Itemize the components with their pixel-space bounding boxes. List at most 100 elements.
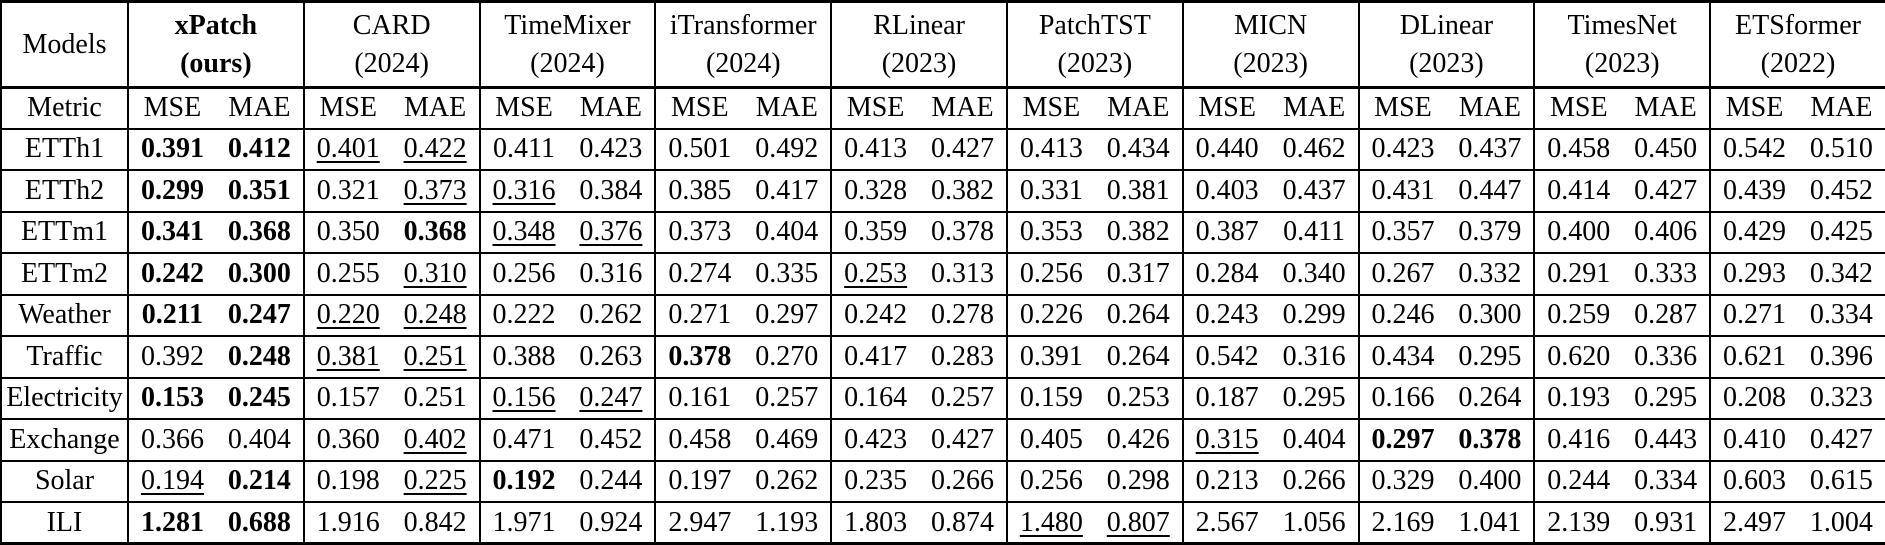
mae-column-header: MAE bbox=[215, 87, 304, 130]
dataset-label: Traffic bbox=[1, 336, 128, 379]
model-header-xpatch: xPatch (ours) bbox=[127, 1, 304, 89]
mse-column-header: MSE bbox=[1709, 87, 1798, 130]
mse-value-cell: 0.410 bbox=[1709, 419, 1798, 462]
model-name: TimeMixer bbox=[504, 9, 631, 41]
table-row-traffic: Traffic 0.392 0.248 0.381 0.251 0.388 0.263 0.3… bbox=[1, 336, 1885, 379]
mae-value-cell: 0.244 bbox=[567, 460, 656, 503]
mse-value-cell: 0.243 bbox=[1181, 294, 1271, 337]
mse-value-cell: 0.253 bbox=[830, 253, 920, 296]
mse-value-cell: 0.242 bbox=[830, 294, 920, 337]
mae-value-cell: 0.404 bbox=[215, 419, 304, 462]
mse-value-cell: 0.256 bbox=[1005, 253, 1095, 296]
mae-value-cell: 0.492 bbox=[743, 128, 832, 171]
mse-value-cell: 0.315 bbox=[1181, 419, 1271, 462]
mse-value-cell: 0.157 bbox=[302, 377, 392, 420]
mse-value-cell: 0.187 bbox=[1181, 377, 1271, 420]
mae-value-cell: 0.426 bbox=[1094, 419, 1183, 462]
mae-value-cell: 0.450 bbox=[1622, 128, 1711, 171]
mae-value-cell: 0.368 bbox=[215, 211, 304, 254]
model-year: (ours) bbox=[180, 47, 252, 79]
mae-value-cell: 0.842 bbox=[391, 502, 480, 545]
mae-value-cell: 0.384 bbox=[567, 170, 656, 213]
model-header-itransformer: iTransformer (2024) bbox=[654, 1, 832, 89]
table-row-etth1: ETTh1 0.391 0.412 0.401 0.422 0.411 0.423 0.501… bbox=[1, 128, 1885, 171]
mse-value-cell: 0.414 bbox=[1533, 170, 1623, 213]
mse-value-cell: 0.161 bbox=[654, 377, 744, 420]
mse-value-cell: 0.256 bbox=[1005, 460, 1095, 503]
mse-value-cell: 0.621 bbox=[1709, 336, 1798, 379]
dataset-label: ILI bbox=[1, 502, 128, 545]
mse-value-cell: 0.391 bbox=[1005, 336, 1095, 379]
mse-value-cell: 0.423 bbox=[1357, 128, 1447, 171]
mae-value-cell: 0.376 bbox=[567, 211, 656, 254]
mse-value-cell: 0.620 bbox=[1533, 336, 1623, 379]
mse-value-cell: 0.213 bbox=[1181, 460, 1271, 503]
mse-value-cell: 0.316 bbox=[478, 170, 568, 213]
mae-value-cell: 0.396 bbox=[1797, 336, 1885, 379]
mae-value-cell: 0.251 bbox=[391, 377, 480, 420]
mse-value-cell: 0.413 bbox=[1005, 128, 1095, 171]
mae-value-cell: 0.334 bbox=[1622, 460, 1711, 503]
mae-value-cell: 0.300 bbox=[215, 253, 304, 296]
table-row-electricity: Electricity 0.153 0.245 0.157 0.251 0.156 0.24… bbox=[1, 377, 1885, 420]
mse-value-cell: 0.357 bbox=[1357, 211, 1447, 254]
mae-value-cell: 0.931 bbox=[1622, 502, 1711, 545]
mse-value-cell: 0.226 bbox=[1005, 294, 1095, 337]
mae-value-cell: 0.452 bbox=[567, 419, 656, 462]
mae-value-cell: 0.297 bbox=[743, 294, 832, 337]
mse-value-cell: 0.439 bbox=[1709, 170, 1798, 213]
models-corner-label: Models bbox=[1, 1, 128, 89]
mae-value-cell: 0.340 bbox=[1270, 253, 1359, 296]
mae-value-cell: 0.447 bbox=[1446, 170, 1535, 213]
mse-column-header: MSE bbox=[302, 87, 392, 130]
mse-value-cell: 0.259 bbox=[1533, 294, 1623, 337]
mse-value-cell: 0.193 bbox=[1533, 377, 1623, 420]
mae-value-cell: 0.295 bbox=[1270, 377, 1359, 420]
mae-value-cell: 0.351 bbox=[215, 170, 304, 213]
mae-value-cell: 0.924 bbox=[567, 502, 656, 545]
mae-value-cell: 0.333 bbox=[1622, 253, 1711, 296]
mae-value-cell: 0.412 bbox=[215, 128, 304, 171]
mae-value-cell: 0.310 bbox=[391, 253, 480, 296]
mae-value-cell: 0.427 bbox=[919, 419, 1007, 462]
model-name: xPatch bbox=[174, 9, 258, 41]
mae-value-cell: 0.462 bbox=[1270, 128, 1359, 171]
mae-value-cell: 0.247 bbox=[567, 377, 656, 420]
mse-value-cell: 0.222 bbox=[478, 294, 568, 337]
mae-value-cell: 0.257 bbox=[919, 377, 1007, 420]
mae-value-cell: 0.323 bbox=[1797, 377, 1885, 420]
mae-value-cell: 0.257 bbox=[743, 377, 832, 420]
mae-value-cell: 0.452 bbox=[1797, 170, 1885, 213]
mse-column-header: MSE bbox=[654, 87, 744, 130]
mae-value-cell: 0.443 bbox=[1622, 419, 1711, 462]
mse-value-cell: 0.197 bbox=[654, 460, 744, 503]
mse-value-cell: 0.242 bbox=[127, 253, 216, 296]
mse-value-cell: 1.803 bbox=[830, 502, 920, 545]
mse-value-cell: 0.329 bbox=[1357, 460, 1447, 503]
mae-value-cell: 0.368 bbox=[391, 211, 480, 254]
mae-value-cell: 0.378 bbox=[1446, 419, 1535, 462]
model-name: RLinear bbox=[873, 9, 965, 41]
mse-value-cell: 2.947 bbox=[654, 502, 744, 545]
dataset-label: Solar bbox=[1, 460, 128, 503]
models-header-row: Models xPatch (ours) CARD (2024) TimeMixer (20… bbox=[1, 1, 1885, 89]
mae-column-header: MAE bbox=[391, 87, 480, 130]
mae-value-cell: 0.248 bbox=[391, 294, 480, 337]
mse-value-cell: 0.235 bbox=[830, 460, 920, 503]
mae-value-cell: 0.270 bbox=[743, 336, 832, 379]
mae-value-cell: 0.336 bbox=[1622, 336, 1711, 379]
mse-value-cell: 0.341 bbox=[127, 211, 216, 254]
mae-value-cell: 0.404 bbox=[743, 211, 832, 254]
mae-value-cell: 0.874 bbox=[919, 502, 1007, 545]
mse-value-cell: 0.297 bbox=[1357, 419, 1447, 462]
mae-column-header: MAE bbox=[1446, 87, 1535, 130]
mae-column-header: MAE bbox=[919, 87, 1007, 130]
mae-value-cell: 0.317 bbox=[1094, 253, 1183, 296]
mse-column-header: MSE bbox=[1533, 87, 1623, 130]
mae-value-cell: 0.283 bbox=[919, 336, 1007, 379]
mse-value-cell: 0.255 bbox=[302, 253, 392, 296]
mse-value-cell: 0.403 bbox=[1181, 170, 1271, 213]
model-header-timesnet: TimesNet (2023) bbox=[1533, 1, 1711, 89]
mse-value-cell: 0.284 bbox=[1181, 253, 1271, 296]
mse-value-cell: 0.353 bbox=[1005, 211, 1095, 254]
